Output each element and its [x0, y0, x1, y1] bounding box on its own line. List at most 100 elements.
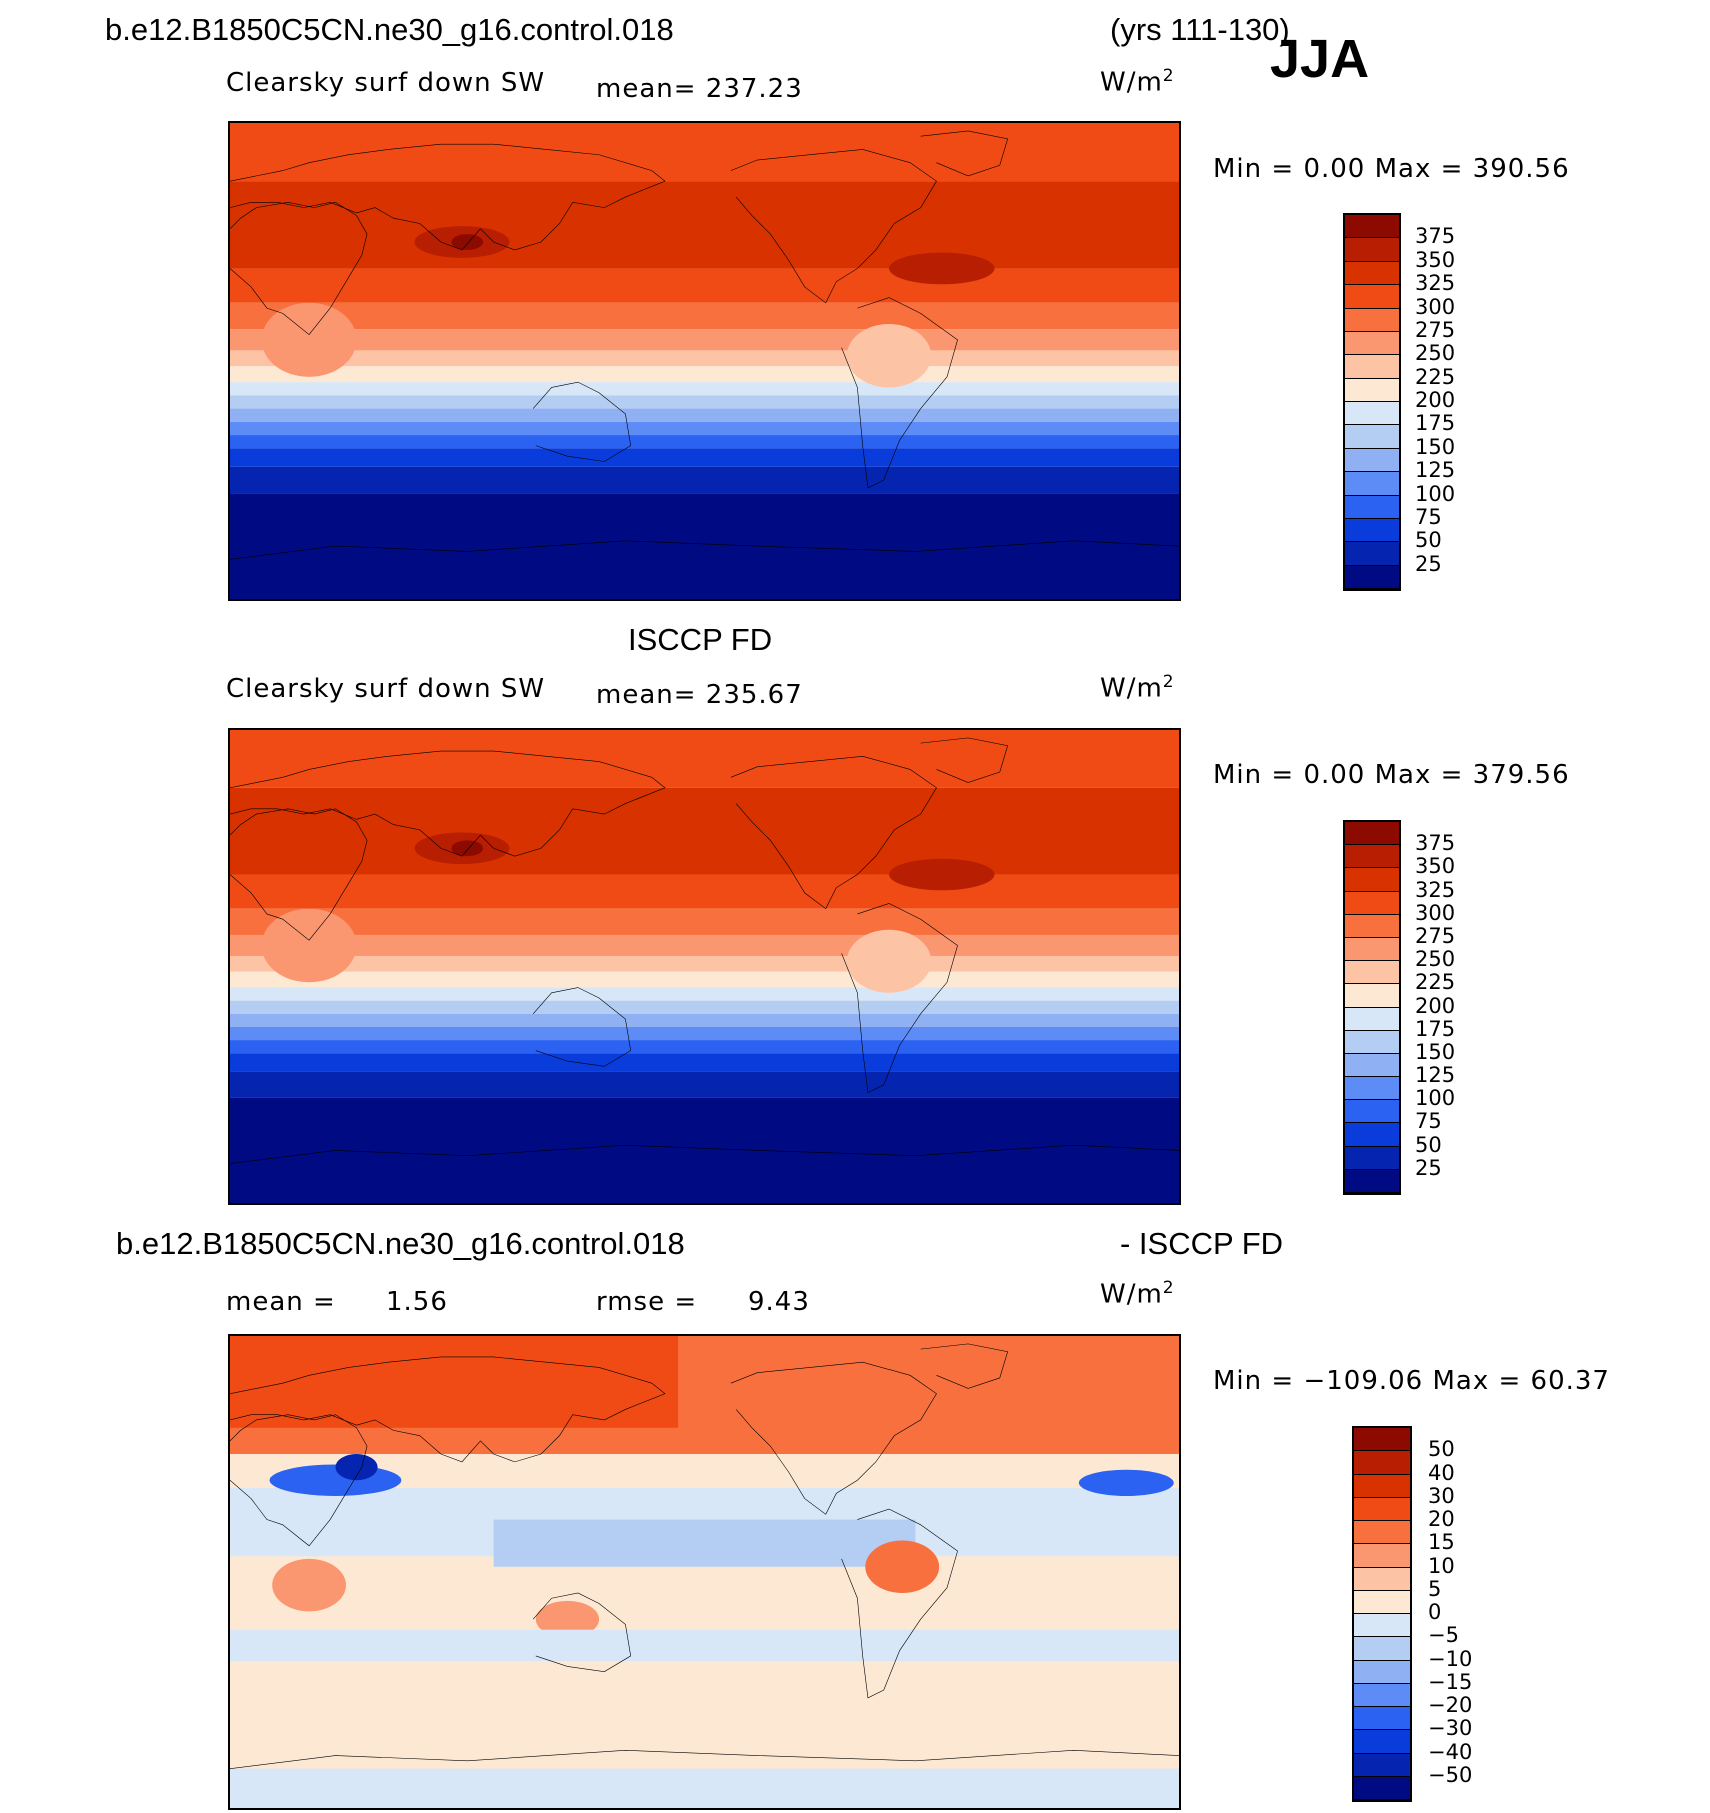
antarctic-negative	[230, 1768, 1179, 1808]
colorbar-tick-label: 250	[1415, 341, 1456, 366]
australia-positive	[535, 1600, 600, 1638]
coastline	[230, 541, 1179, 560]
amazon-low	[846, 929, 932, 993]
field-band	[230, 1026, 1179, 1041]
coastline	[731, 1362, 937, 1514]
colorbar-cell	[1345, 425, 1399, 449]
colorbar-cell	[1345, 1030, 1399, 1054]
field-band	[230, 302, 1179, 330]
coastline	[230, 1357, 665, 1462]
field-band	[230, 493, 1179, 599]
field-band	[230, 329, 1179, 351]
colorbar-tick-label: 150	[1415, 1039, 1456, 1064]
coastline	[842, 903, 958, 1092]
field-band	[230, 1000, 1179, 1014]
colorbar-tick-label: 150	[1415, 434, 1456, 459]
coastline	[230, 1750, 1179, 1768]
colorbar-tick-label: 0	[1428, 1600, 1442, 1624]
panel3-rmse-value: 9.43	[748, 1287, 810, 1317]
colorbar-cell	[1345, 238, 1399, 262]
colorbar-cell	[1345, 308, 1399, 332]
colorbar-cell	[1345, 518, 1399, 543]
colorbar-cell	[1345, 331, 1399, 356]
field-band	[230, 1013, 1179, 1027]
colorbar-cell	[1345, 891, 1399, 915]
colorbar-tick-label: 75	[1415, 504, 1442, 529]
colorbar-tick-label: 175	[1415, 1016, 1456, 1041]
coastline	[533, 988, 631, 1067]
colorbar-tick-label: 30	[1428, 1483, 1455, 1508]
field-band	[230, 448, 1179, 467]
colorbar-cell	[1354, 1753, 1410, 1777]
colorbar-tick-label: 100	[1415, 481, 1456, 506]
colorbar-cell	[1354, 1497, 1410, 1521]
brazil-positive	[865, 1540, 940, 1593]
coastline	[731, 149, 937, 302]
colorbar-cell	[1354, 1474, 1410, 1498]
coastline	[230, 809, 367, 940]
colorbar-tick-label: 25	[1415, 551, 1442, 576]
colorbar-cell	[1345, 565, 1399, 589]
colorbar-tick-label: −15	[1428, 1669, 1473, 1694]
eurasia-positive	[230, 1336, 679, 1428]
panel3-mean-value: 1.56	[386, 1287, 448, 1317]
field-band	[230, 934, 1179, 956]
field-band	[230, 787, 1179, 875]
colorbar-tick-label: 50	[1428, 1437, 1455, 1462]
coastline	[230, 751, 665, 856]
field-band	[230, 382, 1179, 396]
field-band	[230, 730, 1179, 788]
field-band	[230, 908, 1179, 935]
coastline	[921, 131, 1008, 176]
colorbar-cell	[1345, 495, 1399, 519]
coastline	[230, 202, 367, 334]
panel1-units: W/m2	[1100, 66, 1175, 98]
coastline	[230, 1145, 1179, 1163]
colorbar-tick-label: −50	[1428, 1762, 1473, 1787]
coastline	[533, 1593, 631, 1672]
colorbar-cell	[1345, 937, 1399, 962]
panel3-mean-label: mean =	[226, 1287, 336, 1317]
field-band	[230, 123, 1179, 182]
colorbar-cell	[1354, 1660, 1410, 1684]
panel2-title: ISCCP FD	[628, 622, 773, 657]
africa-positive	[272, 1558, 346, 1612]
colorbar-cell	[1345, 1169, 1399, 1193]
field-band	[230, 466, 1179, 494]
colorbar-tick-label: 100	[1415, 1086, 1456, 1111]
panel1-minmax: Min = 0.00 Max = 390.56	[1213, 154, 1570, 184]
panel3-minmax: Min = −109.06 Max = 60.37	[1213, 1366, 1610, 1396]
colorbar-tick-label: 175	[1415, 411, 1456, 436]
colorbar-cell	[1345, 1100, 1399, 1124]
field-band	[230, 408, 1179, 422]
colorbar-tick-label: 350	[1415, 247, 1456, 272]
coastline	[921, 738, 1008, 783]
case-title: b.e12.B1850C5CN.ne30_g16.control.018	[105, 12, 674, 47]
colorbar-cell	[1345, 215, 1399, 239]
field-band	[230, 1053, 1179, 1072]
field-band	[230, 971, 1179, 988]
season-label: JJA	[1270, 29, 1370, 89]
colorbar-cell	[1354, 1521, 1410, 1545]
colorbar-tick-label: 225	[1415, 364, 1456, 389]
panel2-minmax: Min = 0.00 Max = 379.56	[1213, 760, 1570, 790]
colorbar-tick-label: 75	[1415, 1109, 1442, 1134]
arabia-core	[335, 1454, 378, 1481]
colorbar-cell	[1345, 402, 1399, 426]
colorbar-tick-label: 300	[1415, 294, 1456, 319]
panel2-variable: Clearsky surf down SW	[226, 674, 546, 704]
colorbar-tick-label: 15	[1428, 1530, 1455, 1555]
colorbar-cell	[1354, 1730, 1410, 1754]
colorbar-cell	[1345, 1077, 1399, 1101]
colorbar-tick-label: 375	[1415, 831, 1456, 856]
colorbar-cell	[1345, 868, 1399, 892]
colorbar-tick-label: 50	[1415, 1132, 1442, 1157]
colorbar-tick-label: 20	[1428, 1507, 1455, 1531]
colorbar-cell	[1354, 1428, 1410, 1452]
field-band	[230, 1071, 1179, 1098]
arabia-negative	[269, 1464, 402, 1496]
colorbar-tick-label: 375	[1415, 224, 1456, 249]
years-label: (yrs 111-130)	[1110, 12, 1290, 47]
colorbar-cell	[1354, 1544, 1410, 1568]
colorbar-cell	[1345, 448, 1399, 473]
